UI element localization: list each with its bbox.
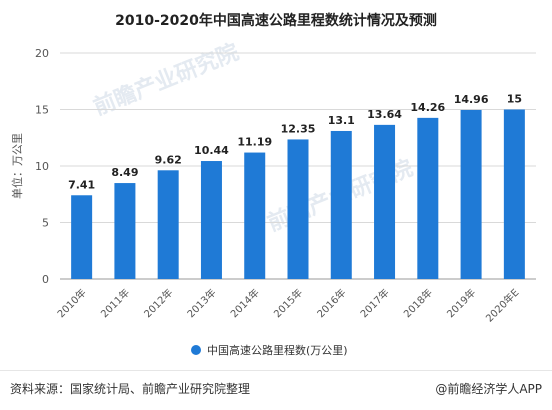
brand-credit: @前瞻经济学人APP xyxy=(435,382,542,396)
bar xyxy=(330,130,352,279)
x-tick-label: 2016年 xyxy=(314,286,348,320)
data-label: 13.64 xyxy=(367,108,402,121)
x-tick-label: 2018年 xyxy=(401,286,435,320)
y-tick-label: 0 xyxy=(42,273,49,286)
bar xyxy=(417,117,439,279)
chart-title: 2010-2020年中国高速公路里程数统计情况及预测 xyxy=(115,13,437,29)
bar xyxy=(71,195,93,279)
legend-label: 中国高速公路里程数(万公里) xyxy=(207,343,348,357)
bar xyxy=(287,139,309,279)
y-tick-label: 15 xyxy=(35,104,49,117)
data-label: 14.26 xyxy=(410,101,445,114)
data-label: 9.62 xyxy=(155,153,182,166)
data-label: 10.44 xyxy=(194,144,229,157)
x-tick-label: 2015年 xyxy=(271,286,305,320)
bar xyxy=(460,109,482,280)
y-tick-label: 10 xyxy=(35,160,49,173)
data-label: 11.19 xyxy=(237,136,272,149)
x-tick-label: 2014年 xyxy=(228,286,262,320)
data-label: 12.35 xyxy=(281,122,316,135)
bar xyxy=(157,170,179,279)
y-tick-label: 20 xyxy=(35,47,49,60)
x-tick-label: 2019年 xyxy=(444,286,478,320)
bar xyxy=(200,161,222,279)
bar xyxy=(244,152,266,279)
y-tick-label: 5 xyxy=(42,217,49,230)
x-tick-label: 2012年 xyxy=(141,286,175,320)
x-tick-label: 2011年 xyxy=(98,286,132,320)
bar xyxy=(503,109,525,279)
x-tick-label: 2020年E xyxy=(483,286,522,325)
legend-marker xyxy=(191,345,201,355)
data-label: 15 xyxy=(507,93,522,106)
source-note: 资料来源：国家统计局、前瞻产业研究院整理 xyxy=(10,382,251,396)
bar xyxy=(374,124,396,279)
x-tick-label: 2013年 xyxy=(184,286,218,320)
bar-chart: 0 5 10 15 20 单位：万公里 7.41 2010年 8.49 2011年 9.62 2012… xyxy=(10,47,536,357)
data-label: 14.96 xyxy=(454,93,489,106)
x-tick-label: 2017年 xyxy=(357,286,391,320)
bar xyxy=(114,183,136,279)
footer xyxy=(0,370,552,410)
y-axis-label: 单位：万公里 xyxy=(10,133,24,199)
data-label: 8.49 xyxy=(111,166,138,179)
data-label: 7.41 xyxy=(68,178,95,191)
x-tick-label: 2010年 xyxy=(54,286,88,320)
data-label: 13.1 xyxy=(328,114,355,127)
